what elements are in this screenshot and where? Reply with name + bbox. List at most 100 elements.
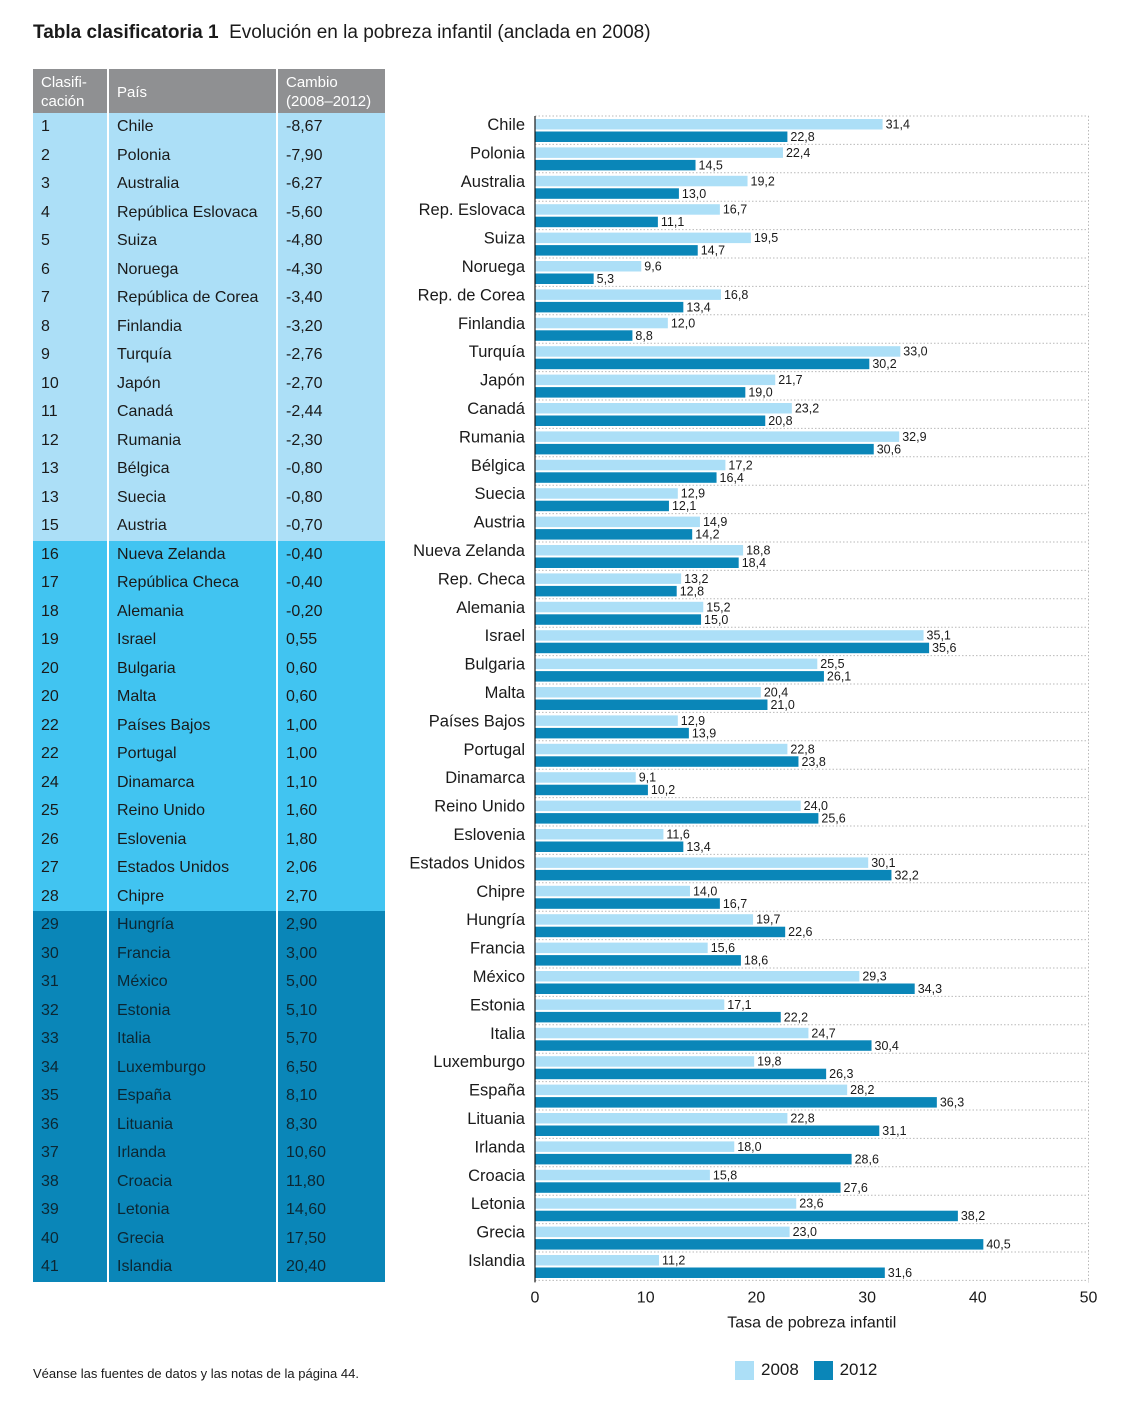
bar-2008 — [535, 232, 751, 244]
table-row: 15 Austria -0,70 — [33, 512, 385, 541]
data-label-2008: 16,7 — [723, 203, 747, 217]
rank-cell: 18 — [33, 597, 108, 626]
rank-cell: 1 — [33, 113, 108, 142]
bar-2012 — [535, 1068, 827, 1080]
category-label: Canadá — [467, 400, 526, 418]
country-cell: Austria — [107, 512, 277, 541]
change-cell: 1,00 — [276, 740, 385, 769]
category-label: Japón — [480, 372, 525, 390]
category-label: Turquía — [469, 343, 526, 361]
change-cell: 2,90 — [276, 911, 385, 940]
table-row: 20 Bulgaria 0,60 — [33, 654, 385, 683]
change-cell: -6,27 — [276, 170, 385, 199]
page-title: Tabla clasificatoria 1 Evolución en la p… — [33, 22, 651, 44]
category-label: Francia — [470, 940, 526, 958]
category-label: Nueva Zelanda — [413, 542, 526, 560]
bar-2012 — [535, 1125, 880, 1136]
change-cell: 8,30 — [276, 1110, 385, 1139]
bar-2012 — [535, 159, 696, 171]
bar-2012 — [535, 1210, 958, 1222]
rank-cell: 26 — [33, 825, 108, 854]
category-label: Países Bajos — [429, 712, 525, 730]
country-cell: Suecia — [107, 483, 277, 512]
change-cell: -3,20 — [276, 312, 385, 341]
bar-2012 — [535, 188, 679, 199]
data-label-2008: 9,1 — [639, 771, 656, 785]
category-label: Italia — [490, 1025, 526, 1043]
bar-2012 — [535, 614, 702, 625]
data-label-2012: 26,3 — [829, 1067, 853, 1081]
table-row: 41 Islandia 20,40 — [33, 1253, 385, 1282]
footnote: Véanse las fuentes de datos y las notas … — [33, 1366, 359, 1381]
rank-cell: 29 — [33, 911, 108, 940]
country-cell: Grecia — [107, 1224, 277, 1253]
rank-cell: 28 — [33, 882, 108, 911]
change-cell: -8,67 — [276, 113, 385, 142]
bar-2008 — [535, 971, 860, 982]
bar-2012 — [535, 926, 786, 938]
bar-2012 — [535, 1182, 841, 1193]
category-label: Rep. Eslovaca — [419, 201, 526, 219]
title-text: Evolución en la pobreza infantil (anclad… — [229, 22, 651, 43]
change-cell: -0,40 — [276, 540, 385, 569]
country-cell: Dinamarca — [107, 768, 277, 797]
rank-cell: 17 — [33, 569, 108, 598]
rank-cell: 36 — [33, 1110, 108, 1139]
table-row: 5 Suiza -4,80 — [33, 227, 385, 256]
rank-cell: 35 — [33, 1082, 108, 1111]
table-row: 9 Turquía -2,76 — [33, 341, 385, 370]
change-cell: 0,55 — [276, 626, 385, 655]
bar-2008 — [535, 573, 682, 584]
data-label-2008: 9,6 — [644, 260, 661, 274]
rank-cell: 9 — [33, 341, 108, 370]
legend-label-2008: 2008 — [761, 1360, 799, 1379]
category-label: Portugal — [464, 741, 525, 759]
rank-cell: 15 — [33, 512, 108, 541]
table-row: 33 Italia 5,70 — [33, 1025, 385, 1054]
change-cell: -0,70 — [276, 512, 385, 541]
table-row: 27 Estados Unidos 2,06 — [33, 854, 385, 883]
change-cell: 10,60 — [276, 1139, 385, 1168]
data-label-2008: 24,7 — [811, 1026, 835, 1040]
bar-2008 — [535, 119, 883, 130]
change-cell: 1,10 — [276, 768, 385, 797]
change-cell: 0,60 — [276, 654, 385, 683]
category-label: Polonia — [470, 144, 526, 162]
country-cell: Letonia — [107, 1196, 277, 1225]
bar-2008 — [535, 1169, 710, 1181]
table-row: 29 Hungría 2,90 — [33, 911, 385, 940]
bar-2012 — [535, 699, 768, 710]
country-cell: Australia — [107, 170, 277, 199]
data-label-2008: 22,8 — [790, 1112, 814, 1126]
bar-2008 — [535, 1113, 788, 1124]
country-cell: Chile — [107, 113, 277, 142]
data-label-2012: 35,6 — [932, 641, 956, 655]
country-cell: República Checa — [107, 569, 277, 598]
rank-cell: 22 — [33, 740, 108, 769]
change-cell: 1,60 — [276, 797, 385, 826]
category-label: Bulgaria — [464, 656, 525, 674]
bar-2008 — [535, 914, 754, 925]
bar-2012 — [535, 1011, 781, 1023]
bar-2012 — [535, 955, 741, 966]
data-label-2008: 13,2 — [684, 572, 708, 586]
bar-2012 — [535, 642, 930, 654]
category-label: Reino Unido — [434, 798, 525, 816]
country-cell: Polonia — [107, 141, 277, 170]
bar-2012 — [535, 216, 658, 228]
bar-2012 — [535, 1097, 937, 1108]
bar-2012 — [535, 671, 824, 682]
rank-cell: 3 — [33, 170, 108, 199]
data-label-2008: 33,0 — [903, 345, 927, 359]
data-label-2008: 19,2 — [751, 174, 775, 188]
legend-item-2008: 2008 — [735, 1360, 799, 1380]
bar-2012 — [535, 784, 648, 796]
rank-cell: 5 — [33, 227, 108, 256]
country-cell: Finlandia — [107, 312, 277, 341]
change-cell: 3,00 — [276, 939, 385, 968]
header-change: Cambio (2008–2012) — [276, 69, 385, 113]
rank-cell: 20 — [33, 654, 108, 683]
country-cell: Italia — [107, 1025, 277, 1054]
x-tick-label: 20 — [748, 1289, 766, 1306]
data-label-2012: 30,6 — [877, 442, 901, 456]
